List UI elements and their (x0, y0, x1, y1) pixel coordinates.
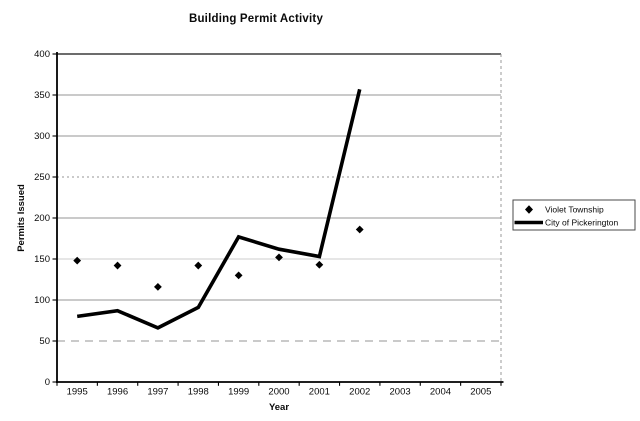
x-tick-label-2005: 2005 (470, 387, 491, 398)
y-axis-title: Permits Issued (16, 184, 27, 252)
axes (52, 52, 504, 386)
violet-township-point-1998 (194, 261, 203, 270)
y-tick-label-50: 50 (39, 336, 50, 347)
y-tick-label-350: 350 (34, 90, 50, 101)
violet-township-point-1997 (154, 282, 162, 291)
pickerington-line (76, 88, 362, 330)
violet-township-point-1996 (113, 261, 122, 270)
series-scatter-violet-township (73, 225, 364, 291)
y-tick-label-400: 400 (34, 49, 50, 60)
y-tick-label-250: 250 (34, 172, 50, 183)
x-tick-label-1995: 1995 (67, 387, 88, 398)
y-tick-label-0: 0 (45, 377, 50, 388)
y-tick-label-200: 200 (34, 213, 50, 224)
x-tick-label-2004: 2004 (430, 387, 451, 398)
x-tick-label-1998: 1998 (188, 387, 209, 398)
series-line-city-of-pickerington (76, 88, 362, 330)
violet-township-point-2000 (275, 253, 283, 262)
y-tick-label-100: 100 (34, 295, 50, 306)
violet-township-point-2001 (315, 260, 324, 269)
chart-title: Building Permit Activity (189, 13, 323, 25)
x-tick-label-2001: 2001 (309, 387, 330, 398)
violet-township-point-1995 (73, 256, 82, 265)
x-tick-label-2000: 2000 (268, 387, 289, 398)
legend: Violet Township City of Pickerington (512, 199, 636, 231)
legend-label-violet-township: Violet Township (545, 205, 604, 215)
x-tick-label-2003: 2003 (390, 387, 411, 398)
x-axis-title: Year (269, 402, 289, 413)
y-tick-label-150: 150 (34, 254, 50, 265)
legend-box (512, 199, 636, 231)
y-axis-tick-labels: 0 50 100 150 200 250 300 350 400 (34, 49, 50, 388)
y-tick-label-300: 300 (34, 131, 50, 142)
violet-township-point-1999 (234, 271, 243, 280)
x-tick-label-1997: 1997 (147, 387, 168, 398)
violet-township-point-2002 (355, 225, 364, 234)
gridlines (57, 53, 502, 382)
legend-diamond-marker-icon (525, 205, 533, 214)
x-tick-label-1996: 1996 (107, 387, 128, 398)
legend-label-city-of-pickerington: City of Pickerington (545, 218, 618, 228)
x-tick-label-2002: 2002 (349, 387, 370, 398)
x-tick-label-1999: 1999 (228, 387, 249, 398)
x-axis-tick-labels: 1995 1996 1997 1998 1999 2000 2001 2002 2003 2004… (67, 387, 492, 398)
